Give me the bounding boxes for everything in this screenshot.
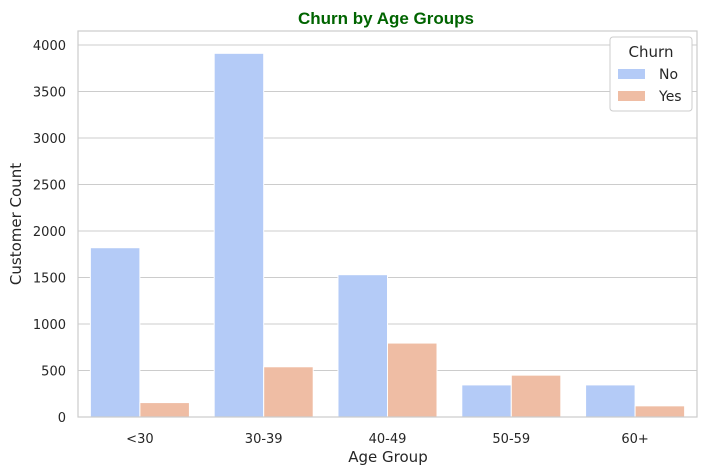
x-tick-label: 40-49 [369,432,407,447]
y-axis-ticks: 0 500 1000 1500 2000 2500 3000 3500 4000 [33,39,66,426]
bar-no-2 [337,274,389,418]
x-axis-label: Age Group [348,448,427,466]
y-tick-label: 1500 [33,271,66,286]
bar-yes-1 [263,366,314,418]
y-tick-label: 0 [58,411,66,426]
y-tick-label: 1000 [33,318,66,333]
legend-title: Churn [629,43,674,61]
bar-yes-2 [387,342,438,418]
legend-swatch-no [618,69,645,79]
legend-label-no: No [659,67,678,83]
bar-yes-3 [510,374,562,418]
bar-yes-4 [634,405,686,418]
y-tick-label: 3500 [33,85,66,100]
bar-yes-0 [139,402,190,418]
y-tick-label: 3000 [33,132,66,147]
y-tick-label: 4000 [33,39,66,54]
y-axis-label: Customer Count [7,163,25,285]
legend-swatch-yes [618,91,645,101]
y-tick-label: 500 [41,364,66,379]
x-tick-label: 60+ [621,432,648,447]
x-tick-label: 50-59 [492,432,530,447]
gridlines [78,44,697,418]
y-tick-label: 2000 [33,225,66,240]
bar-no-0 [89,247,141,418]
bar-no-1 [213,52,265,418]
bars [89,52,686,418]
legend: Churn No Yes [609,36,693,112]
chart-title: Churn by Age Groups [298,9,474,28]
bar-no-3 [461,384,512,418]
bar-no-4 [585,384,636,418]
x-tick-label: <30 [126,432,153,447]
x-tick-label: 30-39 [245,432,283,447]
y-tick-label: 2500 [33,178,66,193]
legend-label-yes: Yes [658,89,682,105]
plot-frame [77,30,698,418]
x-axis-ticks: <30 30-39 40-49 50-59 60+ [126,432,649,447]
